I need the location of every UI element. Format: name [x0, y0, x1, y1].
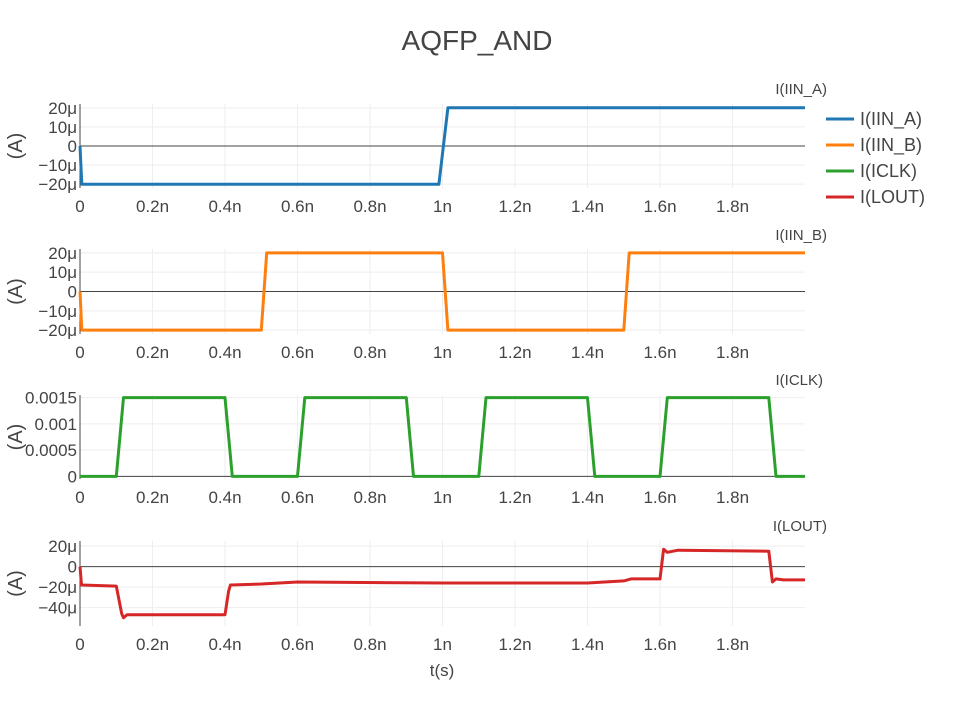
x-tick-label: 0.8n — [353, 635, 386, 654]
legend[interactable]: I(IIN_A) I(IIN_B) I(ICLK) I(LOUT) — [826, 109, 925, 207]
legend-item[interactable]: I(IIN_B) — [826, 135, 922, 156]
chart-title: AQFP_AND — [402, 25, 553, 56]
y-axis-label: (A) — [5, 278, 27, 305]
x-tick-label: 1.4n — [571, 343, 604, 362]
y-tick-label: −10μ — [38, 302, 77, 321]
x-tick-label: 0.2n — [136, 197, 169, 216]
x-tick-label: 0.4n — [208, 488, 241, 507]
y-axis-label: (A) — [5, 133, 27, 160]
y-tick-label: 0 — [68, 467, 77, 486]
x-tick-label: 1.2n — [498, 343, 531, 362]
series-line-i-lout-[interactable] — [78, 547, 805, 620]
x-tick-label: 0.2n — [136, 635, 169, 654]
x-tick-label: 0.4n — [208, 343, 241, 362]
subplot-annotation: I(LOUT) — [773, 518, 827, 535]
subplot-annotation: I(IIN_B) — [775, 227, 827, 244]
y-tick-label: 0 — [68, 558, 77, 577]
series-line-i-iclk-[interactable] — [80, 396, 805, 478]
x-tick-label: 0.4n — [208, 635, 241, 654]
x-tick-label: 1.2n — [498, 488, 531, 507]
x-tick-label: 0 — [75, 635, 84, 654]
legend-label: I(ICLK) — [860, 161, 917, 181]
legend-label: I(LOUT) — [860, 187, 925, 207]
legend-label: I(IIN_A) — [860, 109, 922, 130]
x-tick-label: 0.6n — [281, 635, 314, 654]
x-tick-label: 0.2n — [136, 343, 169, 362]
y-tick-label: −10μ — [38, 156, 77, 175]
x-tick-label: 0.6n — [281, 343, 314, 362]
x-tick-label: 1.6n — [643, 635, 676, 654]
x-axis-label: t(s) — [430, 661, 455, 680]
x-tick-label: 1.8n — [716, 343, 749, 362]
y-tick-label: 10μ — [48, 118, 77, 137]
x-tick-label: 1n — [433, 343, 452, 362]
x-tick-label: 1n — [433, 197, 452, 216]
x-tick-label: 0 — [75, 343, 84, 362]
x-tick-label: 1.8n — [716, 197, 749, 216]
x-tick-label: 0.6n — [281, 197, 314, 216]
y-axis-label: (A) — [5, 424, 27, 451]
subplot-3: 0.0015 0.001 0.0005 0 0 0.2n 0.4n 0.6n 0.8n 1n 1.2… — [5, 372, 823, 507]
x-tick-label: 1.2n — [498, 635, 531, 654]
x-tick-label: 0.6n — [281, 488, 314, 507]
x-tick-label: 0.8n — [353, 343, 386, 362]
x-tick-label: 0.2n — [136, 488, 169, 507]
y-tick-label: 10μ — [48, 263, 77, 282]
legend-item[interactable]: I(LOUT) — [826, 187, 925, 207]
y-tick-label: −20μ — [38, 175, 77, 194]
y-tick-label: 0.001 — [34, 415, 77, 434]
x-tick-label: 1n — [433, 488, 452, 507]
y-axis-label: (A) — [5, 570, 27, 597]
x-tick-label: 1.6n — [643, 197, 676, 216]
series-line-i-iin-a-[interactable] — [78, 106, 805, 186]
subplot-annotation: I(IIN_A) — [775, 81, 827, 98]
x-tick-label: 1.8n — [716, 635, 749, 654]
x-tick-label: 0.8n — [353, 197, 386, 216]
legend-item[interactable]: I(IIN_A) — [826, 109, 922, 130]
y-tick-label: 0.0015 — [25, 389, 77, 408]
x-tick-label: 1.4n — [571, 488, 604, 507]
y-tick-label: −20μ — [38, 321, 77, 340]
x-tick-label: 1n — [433, 635, 452, 654]
x-tick-label: 1.8n — [716, 488, 749, 507]
y-tick-label: 20μ — [48, 244, 77, 263]
x-tick-label: 0.4n — [208, 197, 241, 216]
x-tick-label: 1.4n — [571, 197, 604, 216]
y-tick-label: 0.0005 — [25, 441, 77, 460]
x-tick-label: 1.4n — [571, 635, 604, 654]
y-tick-label: 0 — [68, 137, 77, 156]
y-tick-label: −40μ — [38, 599, 77, 618]
x-tick-label: 0 — [75, 488, 84, 507]
series-line-i-iin-b-[interactable] — [78, 251, 805, 332]
legend-item[interactable]: I(ICLK) — [826, 161, 917, 181]
y-tick-label: 20μ — [48, 537, 77, 556]
y-tick-label: 20μ — [48, 99, 77, 118]
subplot-annotation: I(ICLK) — [775, 372, 823, 389]
y-tick-label: −20μ — [38, 578, 77, 597]
y-tick-label: 0 — [68, 283, 77, 302]
legend-label: I(IIN_B) — [860, 135, 922, 156]
gridlines — [79, 395, 805, 479]
x-tick-label: 1.2n — [498, 197, 531, 216]
x-tick-label: 1.6n — [643, 488, 676, 507]
x-tick-label: 1.6n — [643, 343, 676, 362]
x-tick-label: 0.8n — [353, 488, 386, 507]
x-tick-label: 0 — [75, 197, 84, 216]
